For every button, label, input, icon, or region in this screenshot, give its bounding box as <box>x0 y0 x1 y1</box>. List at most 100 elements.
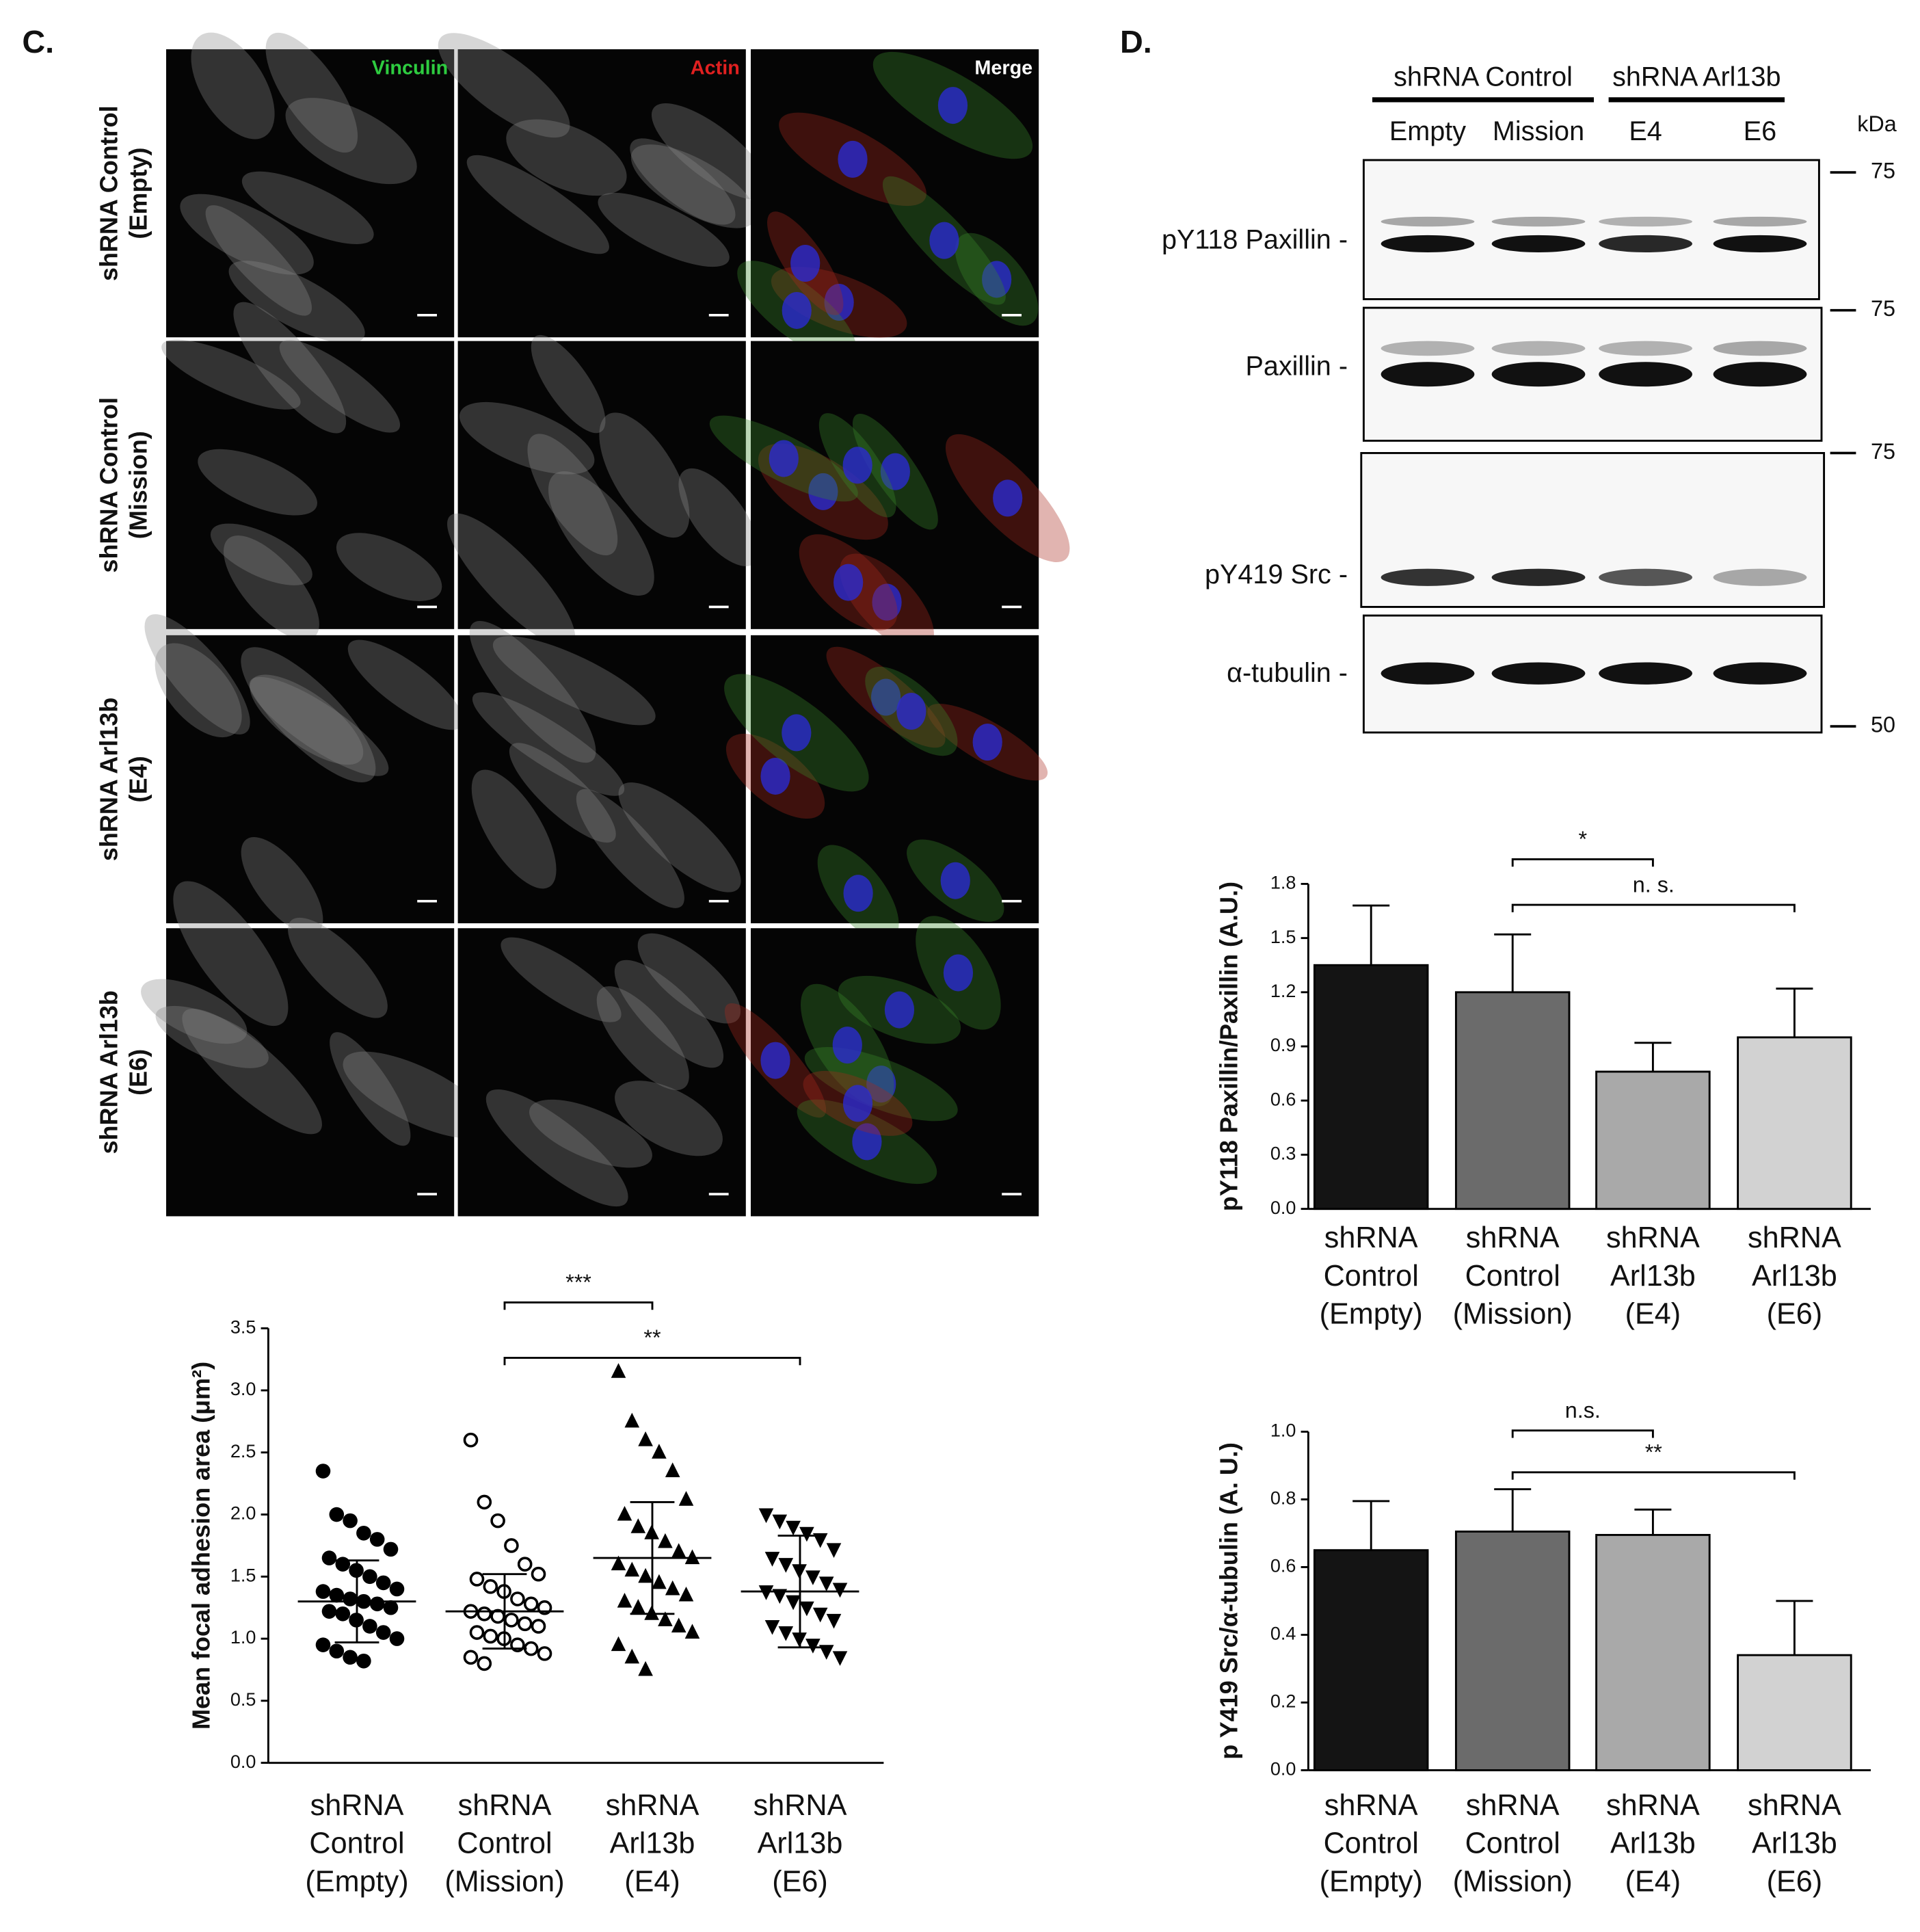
point <box>369 1532 385 1547</box>
point <box>469 1625 485 1640</box>
cell <box>250 674 364 765</box>
y-tick-label: 1.5 <box>230 1565 256 1585</box>
blot-band <box>1491 216 1586 227</box>
cell <box>241 837 323 935</box>
significance-bracket <box>1511 903 1796 912</box>
panel-label: C. <box>22 24 54 59</box>
x-tick-label: Control <box>1465 1260 1560 1293</box>
point <box>356 1653 371 1669</box>
significance-bracket <box>503 1356 801 1366</box>
cell <box>265 32 358 153</box>
significance-bracket <box>503 1301 654 1310</box>
lane-label: Empty <box>1389 116 1466 146</box>
nucleus <box>870 678 901 716</box>
point <box>826 1613 842 1629</box>
cell <box>155 643 242 738</box>
point <box>665 1462 680 1478</box>
nucleus <box>838 140 868 178</box>
micrograph <box>457 635 746 924</box>
blot-band <box>1381 216 1475 227</box>
lane-label: E4 <box>1629 116 1662 146</box>
point <box>832 1583 848 1598</box>
point <box>321 1604 337 1619</box>
y-tick-label: 0.0 <box>1270 1197 1296 1218</box>
blot-band <box>1381 568 1475 586</box>
nucleus <box>940 862 970 899</box>
point <box>469 1572 485 1587</box>
micrograph <box>166 928 455 1217</box>
cell <box>198 449 317 516</box>
point <box>818 1576 834 1592</box>
x-tick-label: shRNA <box>1606 1789 1700 1822</box>
bar <box>1595 1070 1711 1210</box>
lane-label: Mission <box>1493 116 1584 146</box>
point <box>611 1555 626 1571</box>
point <box>537 1646 552 1661</box>
nucleus <box>872 583 902 621</box>
micrograph <box>457 928 746 1217</box>
point <box>343 1513 358 1529</box>
point <box>758 1508 774 1524</box>
y-axis-label: p Y419 Src/α-tubulin (A. U.) <box>1215 1442 1243 1760</box>
cell <box>180 194 314 275</box>
significance-label: n.s. <box>1565 1398 1601 1422</box>
nucleus <box>790 245 821 282</box>
point <box>678 1491 694 1506</box>
micrograph <box>166 341 455 629</box>
point <box>638 1431 653 1446</box>
cell <box>347 639 464 730</box>
nucleus <box>842 1085 873 1122</box>
point <box>329 1507 345 1522</box>
point <box>764 1552 780 1567</box>
blot-band <box>1491 568 1586 586</box>
point <box>611 1363 626 1378</box>
kda-label: kDa <box>1857 111 1897 136</box>
point <box>611 1636 626 1652</box>
point <box>389 1581 405 1597</box>
blot-band <box>1713 235 1807 253</box>
error-bar <box>1776 988 1813 1037</box>
cell <box>485 1089 628 1207</box>
row-label: shRNA Control <box>95 397 123 573</box>
blot-box <box>1362 159 1820 300</box>
nucleus <box>982 261 1012 298</box>
cell <box>630 138 736 225</box>
micrograph <box>751 928 1039 1217</box>
nucleus <box>896 693 926 730</box>
cell <box>678 468 760 567</box>
blot-band <box>1713 362 1807 387</box>
point <box>812 1607 828 1623</box>
point <box>504 1613 519 1628</box>
blot-row-label: pY419 Src - <box>1205 559 1348 590</box>
x-tick-label: Control <box>457 1827 552 1860</box>
point <box>630 1599 646 1614</box>
y-tick-label: 3.0 <box>230 1379 256 1399</box>
x-tick-label: (Mission) <box>1453 1865 1573 1898</box>
row-label: (E6) <box>124 1049 152 1096</box>
point <box>812 1533 828 1548</box>
point <box>799 1526 814 1542</box>
blot-band <box>1599 362 1692 387</box>
cell <box>459 401 595 475</box>
point <box>624 1561 640 1577</box>
row-label: shRNA Control <box>95 105 123 281</box>
cell <box>509 743 616 843</box>
point <box>764 1619 780 1635</box>
nucleus <box>884 991 915 1029</box>
point <box>315 1637 331 1652</box>
lane-label: E6 <box>1744 116 1776 146</box>
cell <box>531 334 606 434</box>
nucleus <box>782 714 812 752</box>
point <box>638 1660 653 1676</box>
error-bar <box>1352 1500 1390 1550</box>
point <box>463 1650 479 1665</box>
point <box>671 1543 686 1559</box>
point <box>463 1432 479 1448</box>
x-tick-label: Arl13b <box>1752 1827 1837 1860</box>
cell <box>527 434 618 556</box>
nucleus <box>972 724 1002 761</box>
nucleus <box>832 1027 862 1064</box>
cell <box>205 205 312 316</box>
point <box>504 1538 519 1553</box>
